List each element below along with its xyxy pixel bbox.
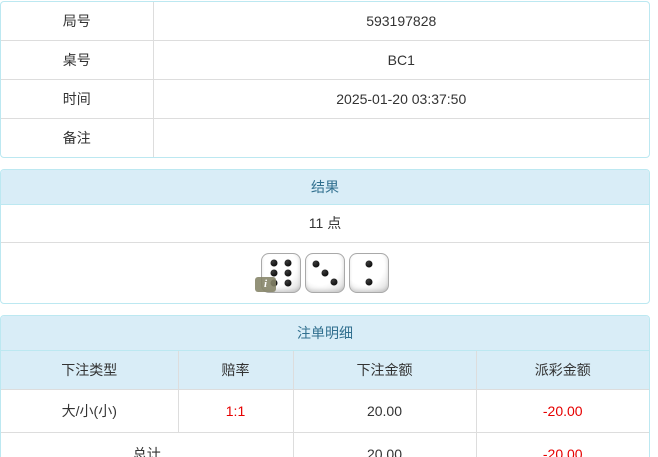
- bet-amount-value: 20.00: [292, 389, 476, 433]
- table-row: 桌号 BC1: [1, 40, 649, 80]
- remark-value: [152, 118, 649, 157]
- bet-details-table: 下注类型 赔率 下注金额 派彩金额 大/小(小) 1:1 20.00 -20.0…: [1, 351, 649, 457]
- result-panel-title: 结果: [1, 170, 649, 205]
- remark-label: 备注: [1, 118, 153, 157]
- time-label: 时间: [1, 79, 153, 119]
- round-info-panel: 局号 593197828 桌号 BC1 时间 2025-01-20 03:37:…: [0, 1, 650, 158]
- table-row: 时间 2025-01-20 03:37:50: [1, 79, 649, 119]
- die-3-image: [305, 253, 345, 293]
- round-info-table: 局号 593197828 桌号 BC1 时间 2025-01-20 03:37:…: [1, 2, 649, 157]
- bet-details-title: 注单明细: [1, 316, 649, 351]
- time-value: 2025-01-20 03:37:50: [152, 79, 649, 119]
- info-icon[interactable]: i: [255, 277, 276, 292]
- table-row: 局号 593197828: [1, 2, 649, 41]
- table-id-label: 桌号: [1, 40, 153, 80]
- col-odds: 赔率: [177, 351, 293, 390]
- bet-type-value: 大/小(小): [1, 389, 178, 433]
- result-panel: 结果 11 点 i: [0, 169, 650, 304]
- total-payout-amount: -20.00: [475, 432, 649, 457]
- die-2-image: [349, 253, 389, 293]
- die-6-image: i: [255, 253, 301, 293]
- col-payout-amount: 派彩金额: [475, 351, 649, 390]
- dice-row: i: [1, 242, 649, 303]
- table-id-value: BC1: [152, 40, 649, 80]
- col-bet-type: 下注类型: [1, 351, 178, 390]
- table-row: 大/小(小) 1:1 20.00 -20.00: [1, 389, 649, 433]
- table-row: 备注: [1, 118, 649, 157]
- payout-amount-value: -20.00: [475, 389, 649, 433]
- col-bet-amount: 下注金额: [292, 351, 476, 390]
- table-header-row: 下注类型 赔率 下注金额 派彩金额: [1, 351, 649, 390]
- odds-value: 1:1: [177, 389, 293, 433]
- result-points: 11 点: [308, 215, 342, 231]
- total-bet-amount: 20.00: [292, 432, 476, 457]
- bet-details-panel: 注单明细 下注类型 赔率 下注金额 派彩金额 大/小(小) 1:1 20.00 …: [0, 315, 650, 457]
- total-label: 总计: [1, 432, 293, 457]
- round-id-value: 593197828: [152, 2, 649, 41]
- total-row: 总计 20.00 -20.00: [1, 432, 649, 457]
- round-id-label: 局号: [62, 13, 91, 29]
